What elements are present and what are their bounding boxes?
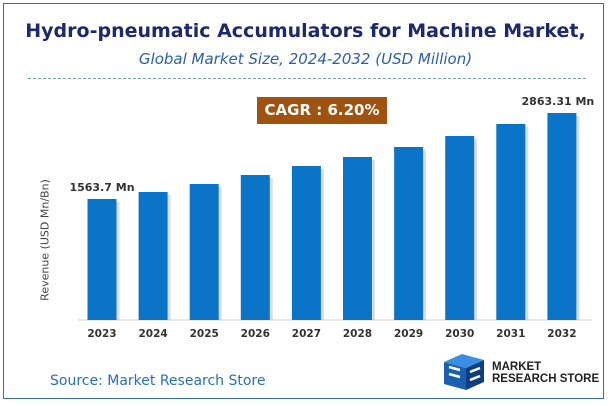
- x-tick-label: 2024: [138, 328, 167, 340]
- market-research-store-logo-icon: [444, 354, 484, 390]
- bar-2028: [343, 156, 372, 320]
- x-tick-label: 2026: [241, 328, 270, 340]
- x-tick-label: 2027: [292, 328, 321, 340]
- bar-2025: [189, 183, 219, 320]
- x-tick-label: 2028: [343, 328, 372, 340]
- x-tick-label: 2023: [87, 328, 116, 340]
- x-tick-label: 2025: [190, 328, 219, 340]
- bar-2030: [445, 136, 475, 320]
- cagr-badge: CAGR : 6.20%: [257, 97, 387, 124]
- divider: [28, 78, 586, 79]
- x-tick-label: 2032: [547, 328, 576, 340]
- bar-2031: [496, 123, 526, 320]
- y-axis-label: Revenue (USD Mn/Bn): [38, 179, 52, 301]
- chart-subtitle: Global Market Size, 2024-2032 (USD Milli…: [138, 50, 473, 68]
- frame-border: [3, 3, 604, 399]
- logo-text: MARKET RESEARCH STORE: [492, 361, 599, 385]
- data-label: 2863.31 Mn: [522, 95, 595, 108]
- bar-2023: [87, 198, 117, 320]
- data-label: 1563.7 Mn: [69, 181, 134, 194]
- logo-line1: MARKET: [492, 361, 542, 373]
- bar-2027: [291, 165, 321, 320]
- x-tick-label: 2030: [445, 328, 474, 340]
- bar-2024: [138, 192, 168, 320]
- chart-title: Hydro-pneumatic Accumulators for Machine…: [25, 20, 586, 42]
- bar-2026: [240, 174, 270, 320]
- x-tick-label: 2031: [496, 328, 525, 340]
- x-tick-label: 2029: [394, 328, 423, 340]
- bar-2032: [547, 112, 577, 320]
- logo-line2: RESEARCH STORE: [492, 373, 600, 385]
- bar-2029: [394, 147, 424, 320]
- source-text: Source: Market Research Store: [50, 373, 266, 389]
